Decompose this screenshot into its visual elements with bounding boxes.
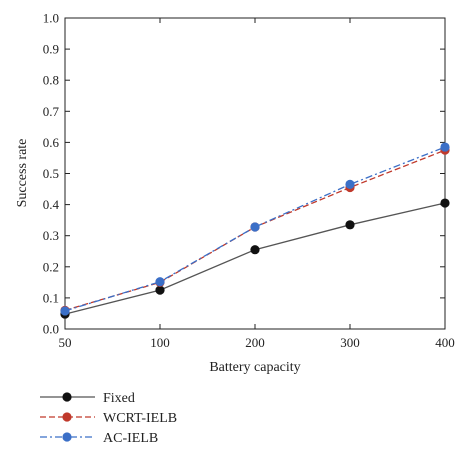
y-tick-label: 0.9 bbox=[43, 42, 59, 57]
y-tick-label: 0.6 bbox=[43, 135, 60, 150]
y-tick-label: 0.5 bbox=[43, 166, 59, 181]
series-line-fixed bbox=[64, 202, 446, 315]
y-tick-label: 0.3 bbox=[43, 228, 59, 243]
y-axis-ticks: 0.0 0.1 0.2 0.3 0.4 0.5 0.6 0.7 0.8 0.9 1.0 bbox=[43, 11, 445, 337]
x-tick-label: 200 bbox=[245, 335, 265, 350]
y-tick-label: 0.4 bbox=[43, 197, 60, 212]
data-point-ac-ielb bbox=[345, 179, 355, 189]
data-point-fixed bbox=[440, 198, 450, 208]
data-point-ac-ielb bbox=[60, 306, 70, 316]
legend-label-wcrt-ielb: WCRT-IELB bbox=[103, 411, 177, 426]
legend-marker-wcrt-ielb bbox=[62, 412, 72, 422]
plot-frame bbox=[64, 17, 446, 330]
legend-label-ac-ielb: AC-IELB bbox=[103, 431, 158, 446]
data-point-fixed bbox=[345, 220, 355, 230]
data-point-ac-ielb bbox=[250, 222, 260, 232]
data-point-ac-ielb bbox=[155, 277, 165, 287]
legend-label-fixed: Fixed bbox=[103, 391, 135, 406]
data-point-fixed bbox=[155, 285, 165, 295]
legend-marker-fixed bbox=[62, 392, 72, 402]
y-tick-label: 0.7 bbox=[43, 104, 60, 119]
data-point-ac-ielb bbox=[440, 142, 450, 152]
x-tick-label: 400 bbox=[435, 335, 455, 350]
legend: Fixed WCRT-IELB AC-IELB bbox=[40, 391, 177, 446]
y-axis-label: Success rate bbox=[15, 139, 30, 208]
y-tick-label: 0.8 bbox=[43, 73, 59, 88]
y-tick-label: 1.0 bbox=[43, 11, 59, 26]
x-axis-label: Battery capacity bbox=[209, 360, 300, 375]
series-group bbox=[60, 142, 450, 319]
x-tick-label: 50 bbox=[59, 335, 72, 350]
x-axis-ticks: 50 100 200 300 400 bbox=[59, 18, 455, 350]
y-tick-label: 0.0 bbox=[43, 322, 59, 337]
x-tick-label: 300 bbox=[340, 335, 360, 350]
series-line-ac-ielb bbox=[64, 146, 446, 312]
x-tick-label: 100 bbox=[150, 335, 170, 350]
data-point-fixed bbox=[250, 245, 260, 255]
y-tick-label: 0.2 bbox=[43, 259, 59, 274]
y-tick-label: 0.1 bbox=[43, 290, 59, 305]
legend-marker-ac-ielb bbox=[62, 432, 72, 442]
